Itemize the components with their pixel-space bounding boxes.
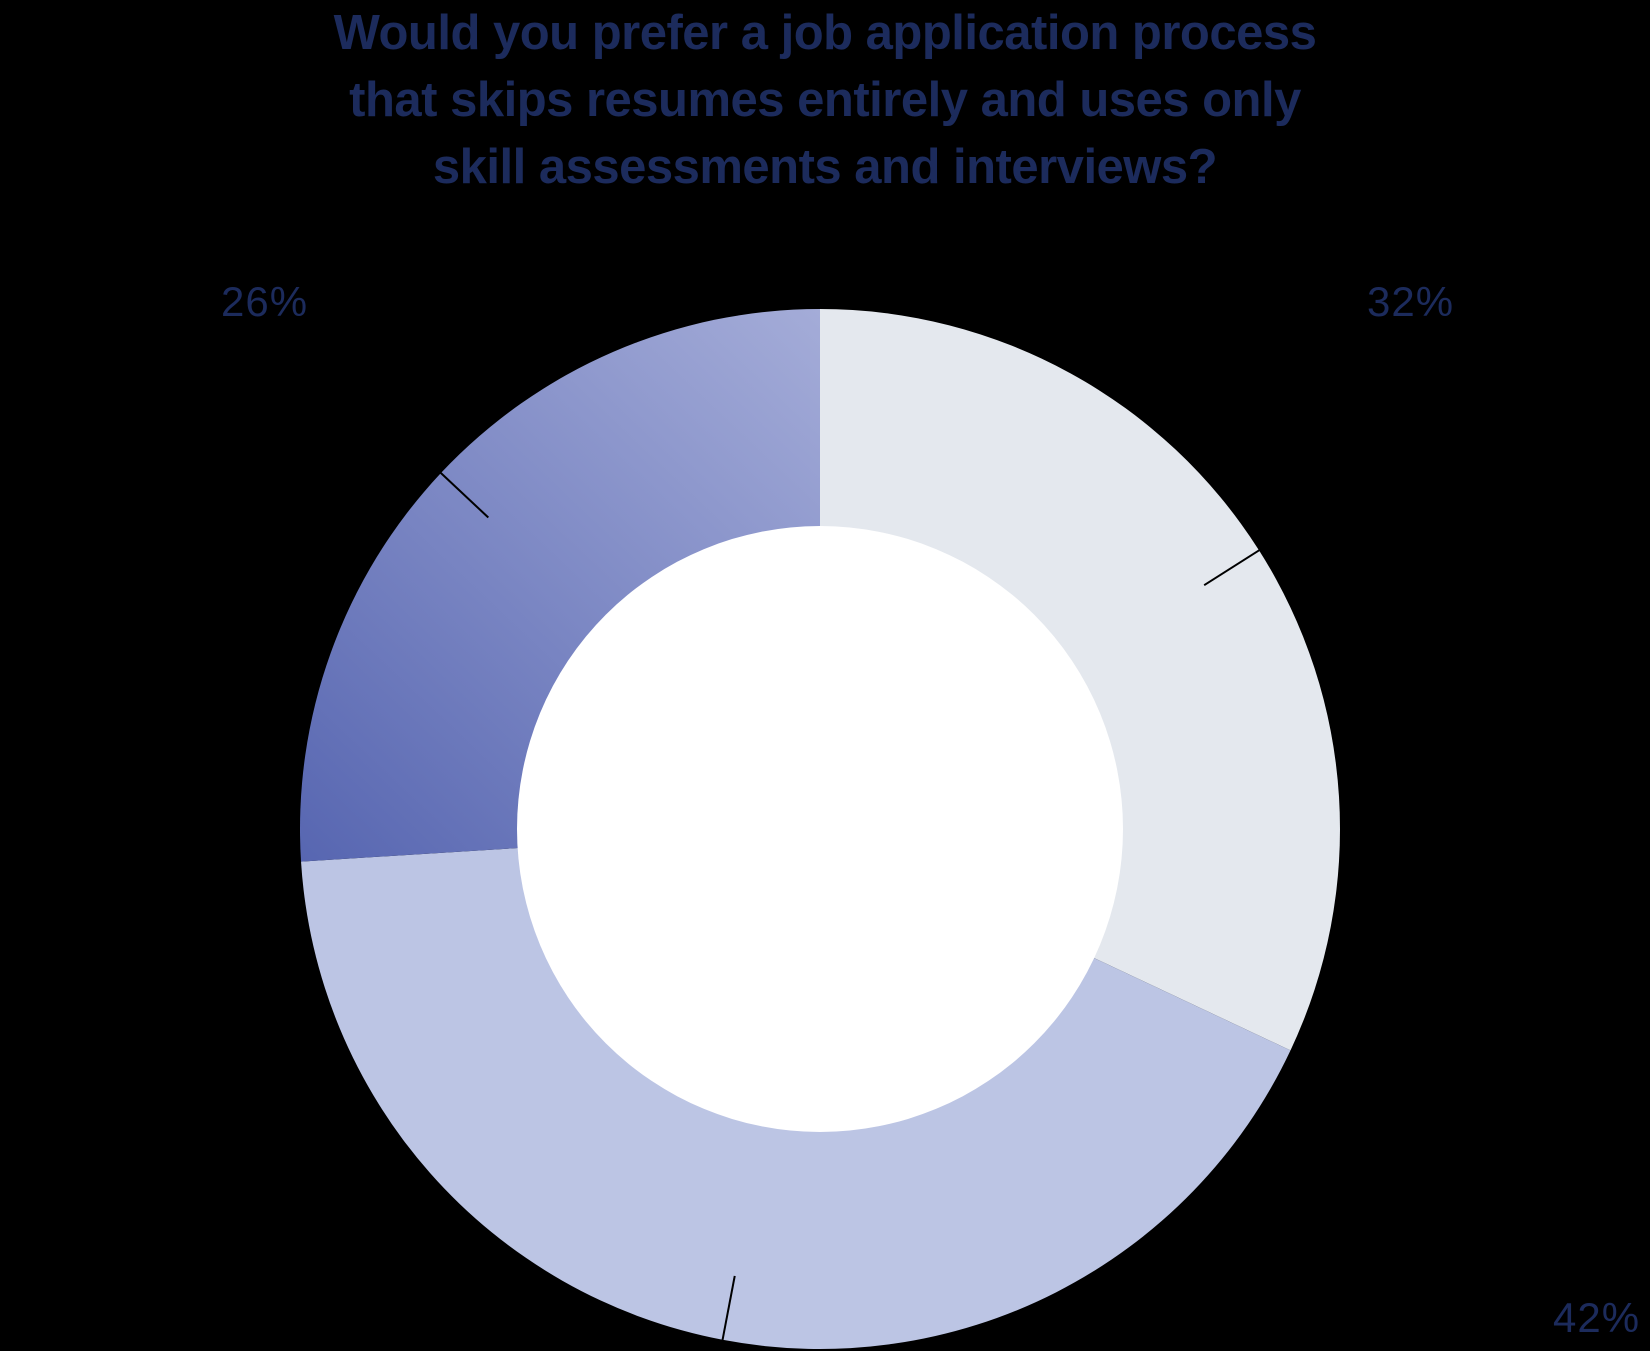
label-slice-2: 42% [1553, 1294, 1641, 1341]
leader-line-2 [721, 1275, 736, 1341]
chart-title: Would you prefer a job application proce… [0, 0, 1650, 201]
label-slice-1: 32% [1367, 278, 1455, 325]
leader-line-3 [439, 471, 490, 519]
chart-title-line-1: Would you prefer a job application proce… [333, 6, 1317, 60]
label-slice-3: 26% [221, 278, 309, 325]
leader-lines [439, 471, 1261, 1341]
chart-title-line-2: that skips resumes entirely and uses onl… [349, 73, 1301, 127]
leader-line-1 [1203, 548, 1261, 587]
chart-title-line-3: skill assessments and interviews? [432, 140, 1218, 194]
donut-hole [517, 526, 1123, 1132]
